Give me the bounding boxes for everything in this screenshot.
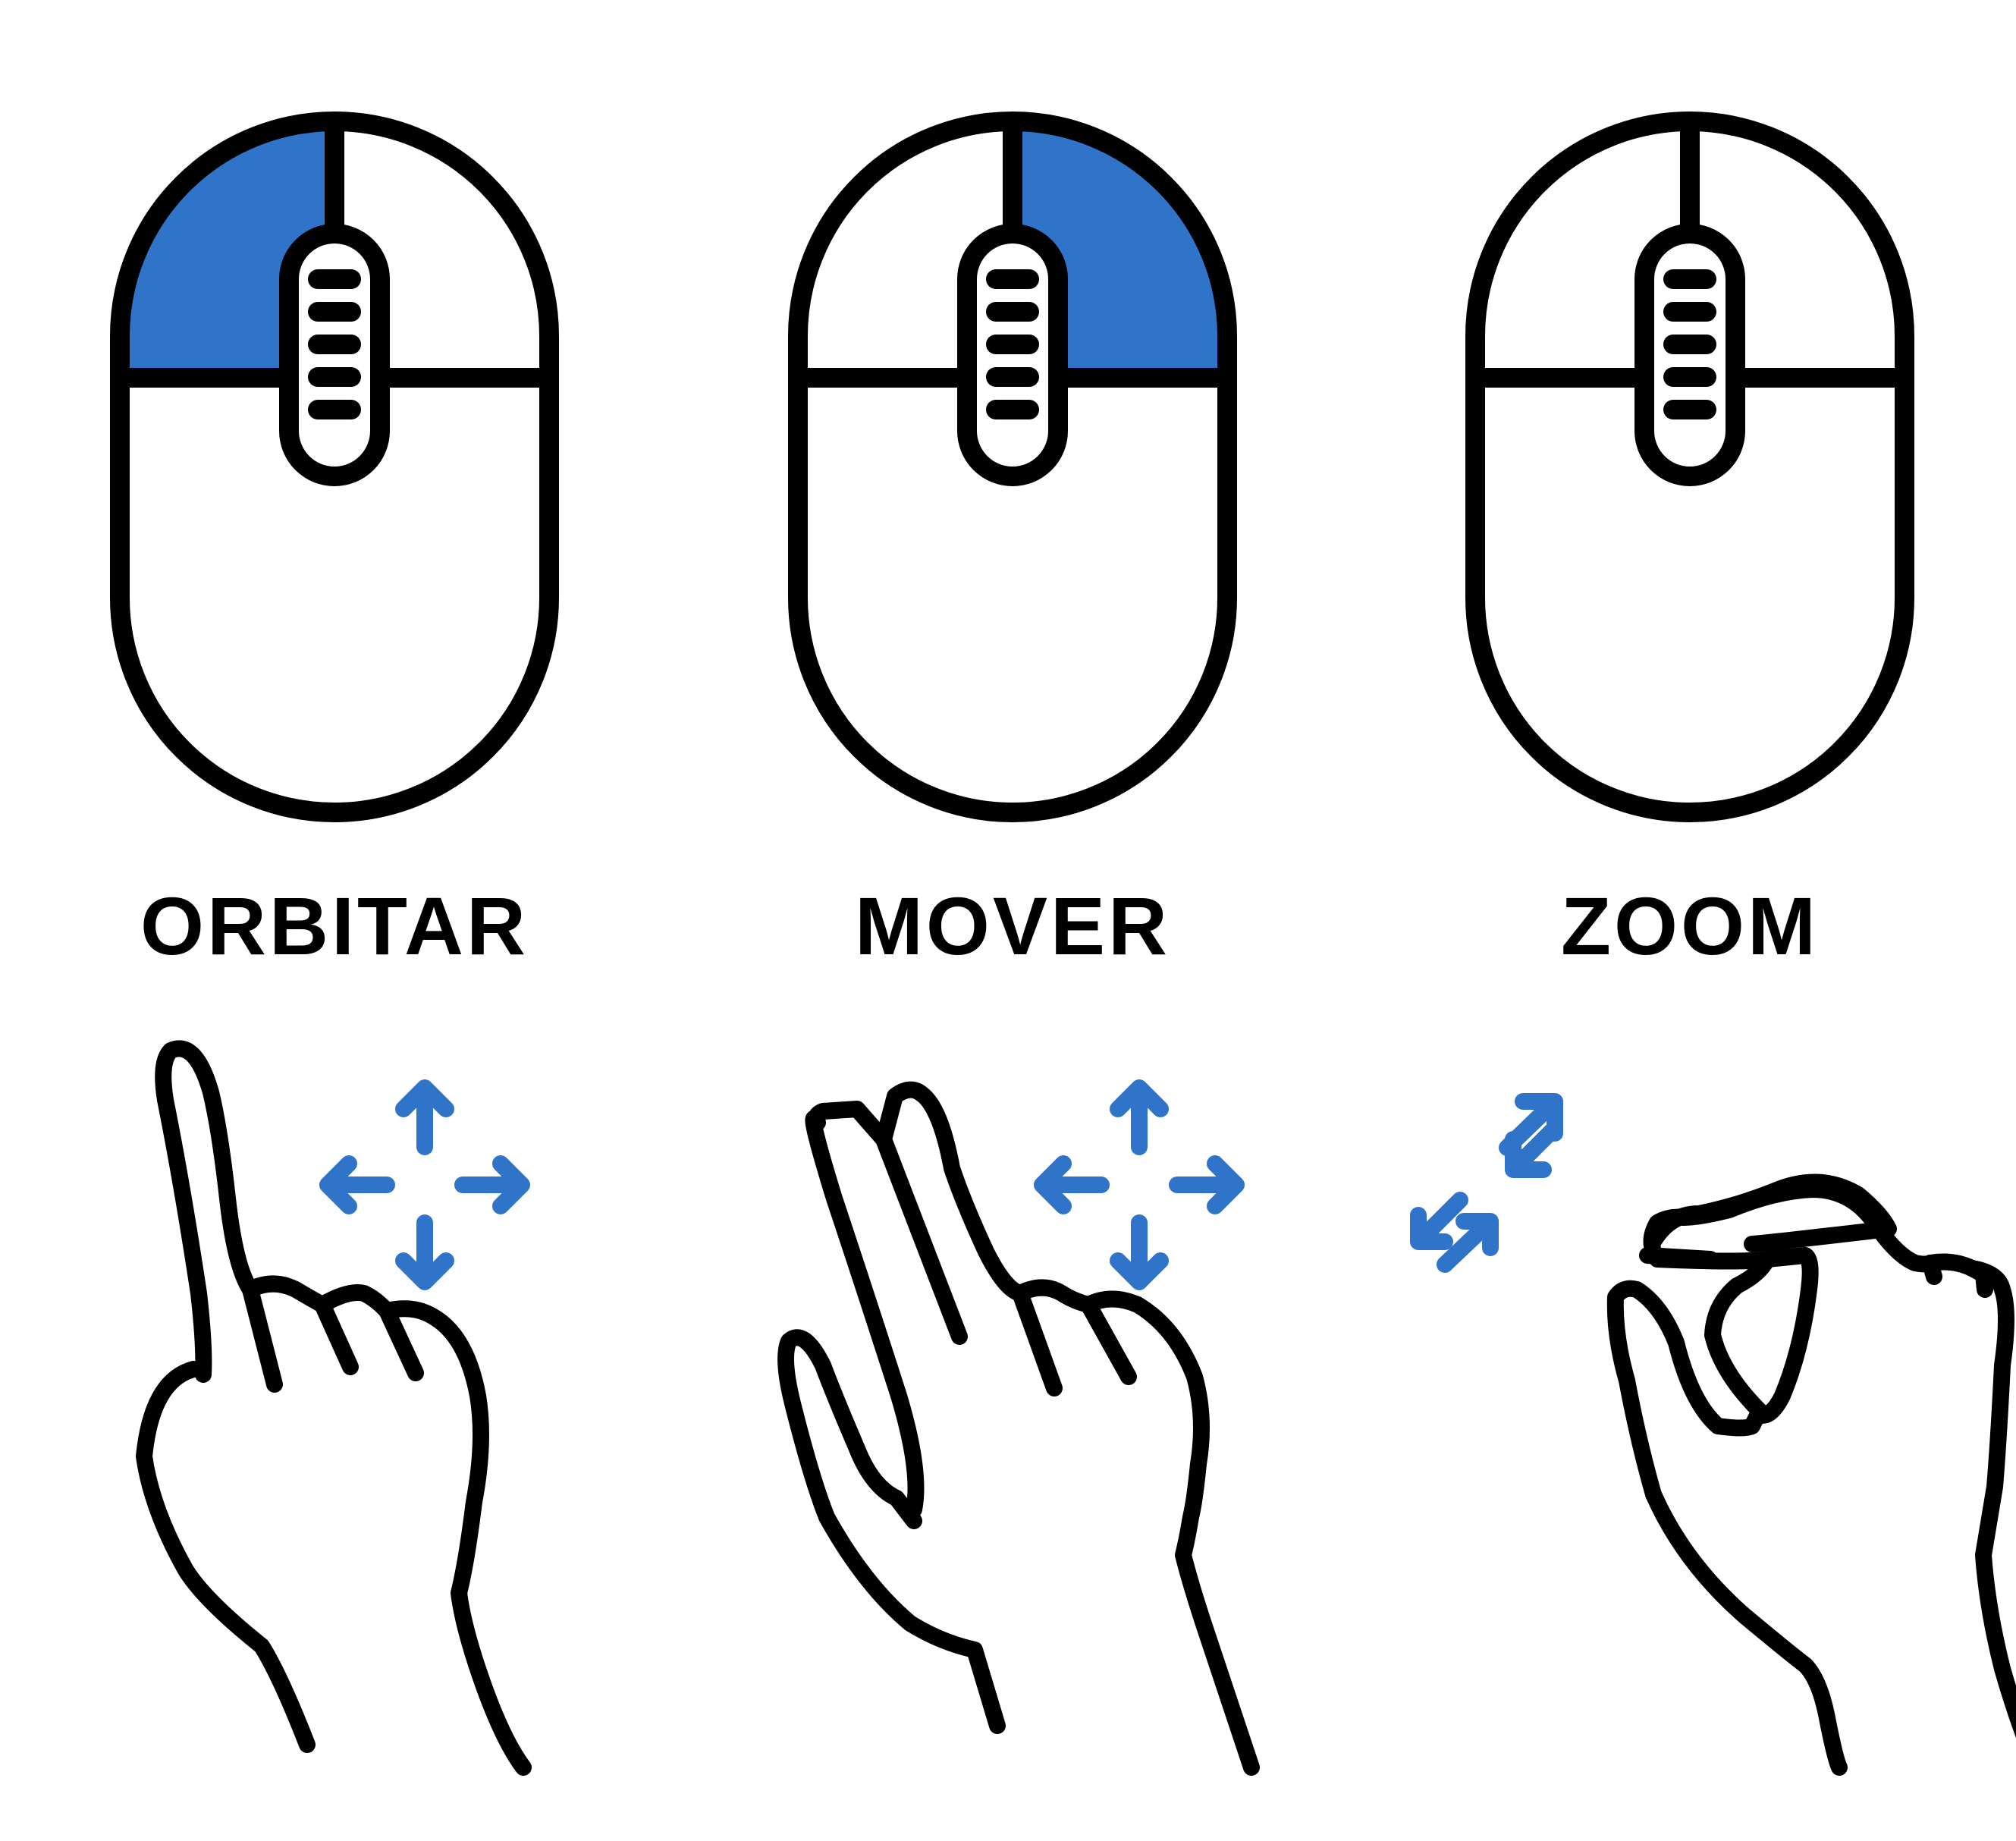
label-zoom: ZOOM <box>1561 880 1819 972</box>
label-orbitar: ORBITAR <box>140 880 529 972</box>
four-way-move-arrows-icon <box>1042 1088 1236 1282</box>
two-finger-drag-icon <box>777 1081 1260 1776</box>
pinch-zoom-arrows-icon <box>1410 1093 1563 1273</box>
one-finger-drag-icon <box>136 1040 532 1776</box>
four-way-move-arrows-icon <box>328 1088 522 1282</box>
mouse-left-click-icon <box>110 112 559 812</box>
label-mover: MOVER <box>855 880 1170 972</box>
mouse-right-click-icon <box>788 112 1237 812</box>
panel-orbitar: ORBITAR <box>110 112 559 1776</box>
panel-zoom: ZOOM <box>1410 112 2016 1776</box>
panel-mover: MOVER <box>777 112 1260 1776</box>
mouse-scroll-wheel-icon <box>1465 112 1914 812</box>
pinch-gesture-icon <box>1606 1173 2016 1776</box>
